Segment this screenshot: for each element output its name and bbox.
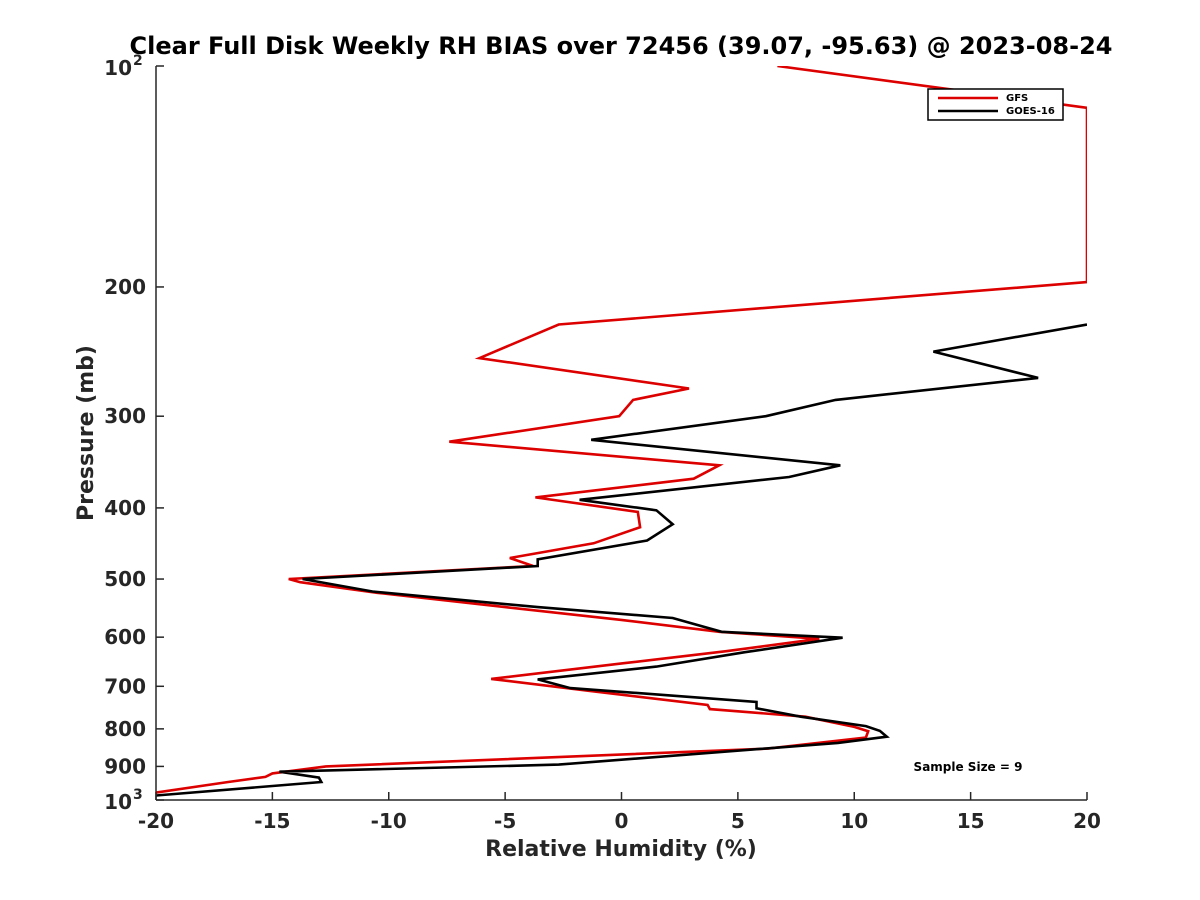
- y-tick-label: 600: [104, 625, 146, 649]
- y-tick-label: 300: [104, 404, 146, 428]
- series-layer: [156, 66, 1087, 797]
- x-tick-label: 20: [1073, 809, 1101, 833]
- x-tick-label: 0: [615, 809, 629, 833]
- y-tick-label: 400: [104, 496, 146, 520]
- sample-size-annotation: Sample Size = 9: [914, 760, 1023, 774]
- x-tick-label: 10: [840, 809, 868, 833]
- y-axis-label: Pressure (mb): [74, 345, 99, 521]
- x-tick-label: -15: [254, 809, 290, 833]
- y-tick-label: 900: [104, 754, 146, 778]
- legend-label-gfs: GFS: [1006, 93, 1028, 104]
- y-tick-label-exponent: 2: [133, 53, 143, 69]
- legend-label-goes16: GOES-16: [1006, 106, 1055, 117]
- legend-box: [927, 88, 1064, 121]
- chart-title: Clear Full Disk Weekly RH BIAS over 7245…: [130, 32, 1113, 60]
- y-tick-label: 800: [104, 717, 146, 741]
- y-tick-label-exponent: 3: [133, 787, 143, 803]
- y-tick-label: 500: [104, 567, 146, 591]
- axes-layer: -20 -15 -10 -5 0 5 10 15 20 200 300 400 500 600 700 800…: [104, 53, 1101, 833]
- y-tick-label-base: 10: [104, 790, 132, 814]
- x-tick-label: -20: [138, 809, 174, 833]
- x-axis-label: Relative Humidity (%): [485, 837, 757, 862]
- y-tick-label-base: 10: [104, 56, 132, 80]
- series-line-gfs: [156, 66, 1087, 794]
- y-tick-label: 200: [104, 275, 146, 299]
- x-tick-label: 15: [957, 809, 985, 833]
- legend: GFS GOES-16: [927, 88, 1064, 121]
- x-tick-label: 5: [731, 809, 745, 833]
- x-tick-label: -10: [371, 809, 407, 833]
- y-tick-label: 700: [104, 674, 146, 698]
- x-tick-label: -5: [494, 809, 516, 833]
- series-line-goes16: [156, 323, 1087, 797]
